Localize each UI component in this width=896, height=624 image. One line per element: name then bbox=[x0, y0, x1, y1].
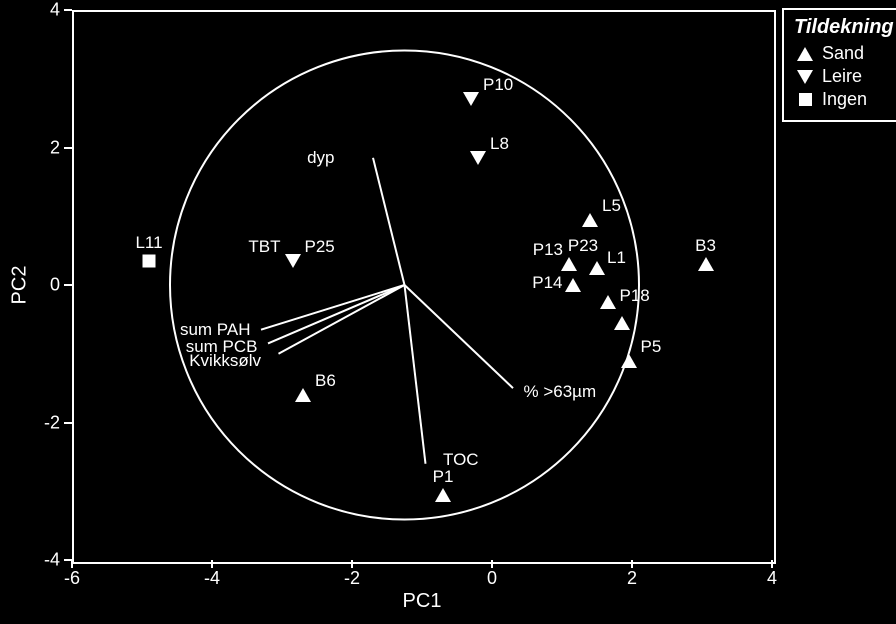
x-tick-label: 2 bbox=[627, 568, 637, 589]
data-point bbox=[285, 254, 301, 268]
data-point bbox=[582, 213, 598, 227]
data-point bbox=[600, 295, 616, 309]
x-tick-label: -4 bbox=[204, 568, 220, 589]
x-tick bbox=[631, 560, 633, 568]
data-point bbox=[470, 151, 486, 165]
y-axis-label: PC2 bbox=[9, 266, 32, 305]
legend-title: Tildekning bbox=[794, 16, 896, 39]
data-point bbox=[295, 388, 311, 402]
x-tick-label: -2 bbox=[344, 568, 360, 589]
x-axis-label: PC1 bbox=[403, 590, 442, 613]
square-icon bbox=[799, 93, 812, 106]
y-tick-label: 0 bbox=[50, 275, 60, 296]
triangle-up-icon bbox=[797, 47, 813, 61]
data-point bbox=[614, 316, 630, 330]
chart-root: PC1 PC2 Tildekning Sand Leire Ingen -6-4… bbox=[0, 0, 896, 624]
x-tick bbox=[71, 560, 73, 568]
data-point bbox=[561, 257, 577, 271]
data-point bbox=[435, 488, 451, 502]
y-tick bbox=[64, 284, 72, 286]
data-point bbox=[621, 354, 637, 368]
triangle-down-icon bbox=[797, 70, 813, 84]
data-point bbox=[463, 92, 479, 106]
data-point bbox=[565, 278, 581, 292]
x-tick bbox=[771, 560, 773, 568]
y-tick bbox=[64, 147, 72, 149]
legend-label: Leire bbox=[822, 66, 862, 87]
y-tick bbox=[64, 559, 72, 561]
y-tick bbox=[64, 422, 72, 424]
plot-area bbox=[72, 10, 776, 564]
x-tick bbox=[491, 560, 493, 568]
y-tick-label: 2 bbox=[50, 137, 60, 158]
y-tick-label: 4 bbox=[50, 0, 60, 21]
data-point bbox=[698, 257, 714, 271]
y-tick-label: -4 bbox=[44, 550, 60, 571]
legend-item-sand: Sand bbox=[794, 43, 896, 64]
data-point bbox=[589, 261, 605, 275]
x-tick-label: 4 bbox=[767, 568, 777, 589]
data-point bbox=[143, 254, 156, 267]
y-tick-label: -2 bbox=[44, 412, 60, 433]
x-tick bbox=[351, 560, 353, 568]
legend-item-leire: Leire bbox=[794, 66, 896, 87]
legend-box: Tildekning Sand Leire Ingen bbox=[782, 8, 896, 122]
legend-label: Sand bbox=[822, 43, 864, 64]
legend-item-ingen: Ingen bbox=[794, 89, 896, 110]
y-tick bbox=[64, 9, 72, 11]
x-tick bbox=[211, 560, 213, 568]
legend-label: Ingen bbox=[822, 89, 867, 110]
x-tick-label: 0 bbox=[487, 568, 497, 589]
x-tick-label: -6 bbox=[64, 568, 80, 589]
